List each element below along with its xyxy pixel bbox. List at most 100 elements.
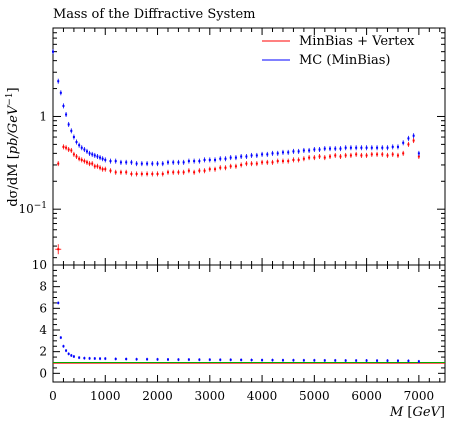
minbias-vertex-point (140, 171, 143, 177)
minbias-vertex-point (323, 155, 326, 161)
minbias-vertex-point (99, 165, 102, 171)
ratio-point (386, 359, 389, 363)
mc-minbias-point (172, 159, 175, 165)
ratio-panel-ticks: 0 2 4 6 8 10 0 1000 2000 3000 4000 5000 6000 7000 (32, 258, 445, 403)
legend-label-minbias-vertex: MinBias + Vertex (299, 34, 415, 49)
minbias-vertex-point (125, 169, 128, 175)
minbias-vertex-point (287, 158, 290, 164)
minbias-vertex-point (104, 166, 107, 172)
minbias-vertex-point (250, 161, 253, 167)
chart-title: Mass of the Diffractive System (53, 7, 256, 22)
ratio-point (99, 357, 102, 361)
x-tick-label: 6000 (351, 389, 382, 403)
minbias-vertex-point (281, 158, 284, 164)
x-tick-label: 7000 (404, 389, 435, 403)
mc-minbias-point (140, 161, 143, 167)
ratio-point (156, 357, 159, 361)
minbias-vertex-point (182, 169, 185, 175)
mc-minbias-point (130, 159, 133, 165)
ratio-point (59, 336, 62, 340)
mc-minbias-point (62, 103, 65, 109)
minbias-vertex-point (297, 157, 300, 163)
minbias-vertex-point (198, 168, 201, 174)
mc-minbias-point (203, 157, 206, 163)
minbias-vertex-point (187, 168, 190, 174)
minbias-vertex-point (130, 171, 133, 177)
minbias-vertex-point (391, 151, 394, 157)
mc-minbias-point (166, 159, 169, 165)
ratio-point (365, 359, 368, 363)
minbias-vertex-point (119, 169, 122, 175)
mc-minbias-point (407, 135, 410, 141)
x-axis-label: M [GeV] (389, 405, 445, 420)
mc-minbias-point (151, 161, 154, 167)
ratio-y-tick-label: 0 (39, 366, 47, 380)
minbias-vertex-point (80, 157, 83, 163)
ratio-point (187, 358, 190, 362)
mc-minbias-point (386, 145, 389, 151)
legend-label-mc-minbias: MC (MinBias) (299, 53, 391, 68)
mc-minbias-point (99, 155, 102, 161)
mc-minbias-point (276, 150, 279, 156)
minbias-vertex-point (266, 159, 269, 165)
minbias-vertex-point (334, 152, 337, 158)
mc-minbias-point (109, 158, 112, 164)
mc-minbias-point (156, 161, 159, 167)
ratio-y-tick-label: 10 (32, 258, 47, 272)
minbias-vertex-point (109, 168, 112, 174)
minbias-vertex-point (344, 152, 347, 158)
mc-minbias-point (381, 145, 384, 151)
minbias-vertex-point (292, 157, 295, 163)
ratio-point (177, 358, 180, 362)
minbias-vertex-point (407, 141, 410, 147)
mc-minbias-point (119, 159, 122, 165)
ratio-y-tick-label: 8 (39, 280, 47, 294)
minbias-vertex-point (114, 169, 117, 175)
minbias-vertex-point (396, 152, 399, 158)
minbias-vertex-point (67, 147, 70, 153)
mc-minbias-point (146, 161, 149, 167)
ratio-point (166, 357, 169, 361)
ratio-point (198, 358, 201, 362)
ratio-panel-frame (52, 264, 446, 383)
mc-minbias-point (323, 146, 326, 152)
minbias-vertex-point (151, 171, 154, 177)
minbias-vertex-point (101, 166, 104, 172)
ratio-point (302, 358, 305, 362)
minbias-vertex-point (177, 169, 180, 175)
minbias-vertex-point (381, 151, 384, 157)
ratio-point (104, 357, 107, 361)
mc-minbias-point (355, 145, 358, 151)
minbias-vertex-point (329, 154, 332, 160)
ratio-point (219, 358, 222, 362)
mc-minbias-point (302, 147, 305, 153)
mc-minbias-point (85, 148, 88, 154)
mc-minbias-point (334, 146, 337, 152)
ratio-point (407, 359, 410, 363)
ratio-point (313, 358, 316, 362)
mc-minbias-point (161, 161, 164, 167)
minbias-vertex-point (308, 155, 311, 161)
mc-minbias-point (80, 145, 83, 151)
ratio-point (62, 344, 65, 348)
minbias-vertex-point (70, 147, 73, 153)
y-axis-label: dσ/dM [pb/GeV−1] (5, 87, 21, 206)
mc-minbias-point (281, 149, 284, 155)
mc-minbias-point (57, 78, 60, 84)
minbias-vertex-point (313, 155, 316, 161)
minbias-vertex-point (365, 152, 368, 158)
minbias-vertex-point (386, 152, 389, 158)
mc-minbias-point (255, 152, 258, 158)
mc-minbias-point (412, 133, 415, 139)
minbias-vertex-point (55, 244, 62, 255)
mc-minbias-point (234, 155, 237, 161)
ratio-point (93, 356, 96, 360)
ratio-point (376, 359, 379, 363)
minbias-vertex-point (214, 166, 217, 172)
minbias-vertex-point (78, 156, 81, 162)
mc-minbias-point (292, 148, 295, 154)
minbias-vertex-point (156, 171, 159, 177)
minbias-vertex-point (276, 158, 279, 164)
ratio-point (78, 356, 81, 360)
mc-minbias-point (365, 145, 368, 151)
